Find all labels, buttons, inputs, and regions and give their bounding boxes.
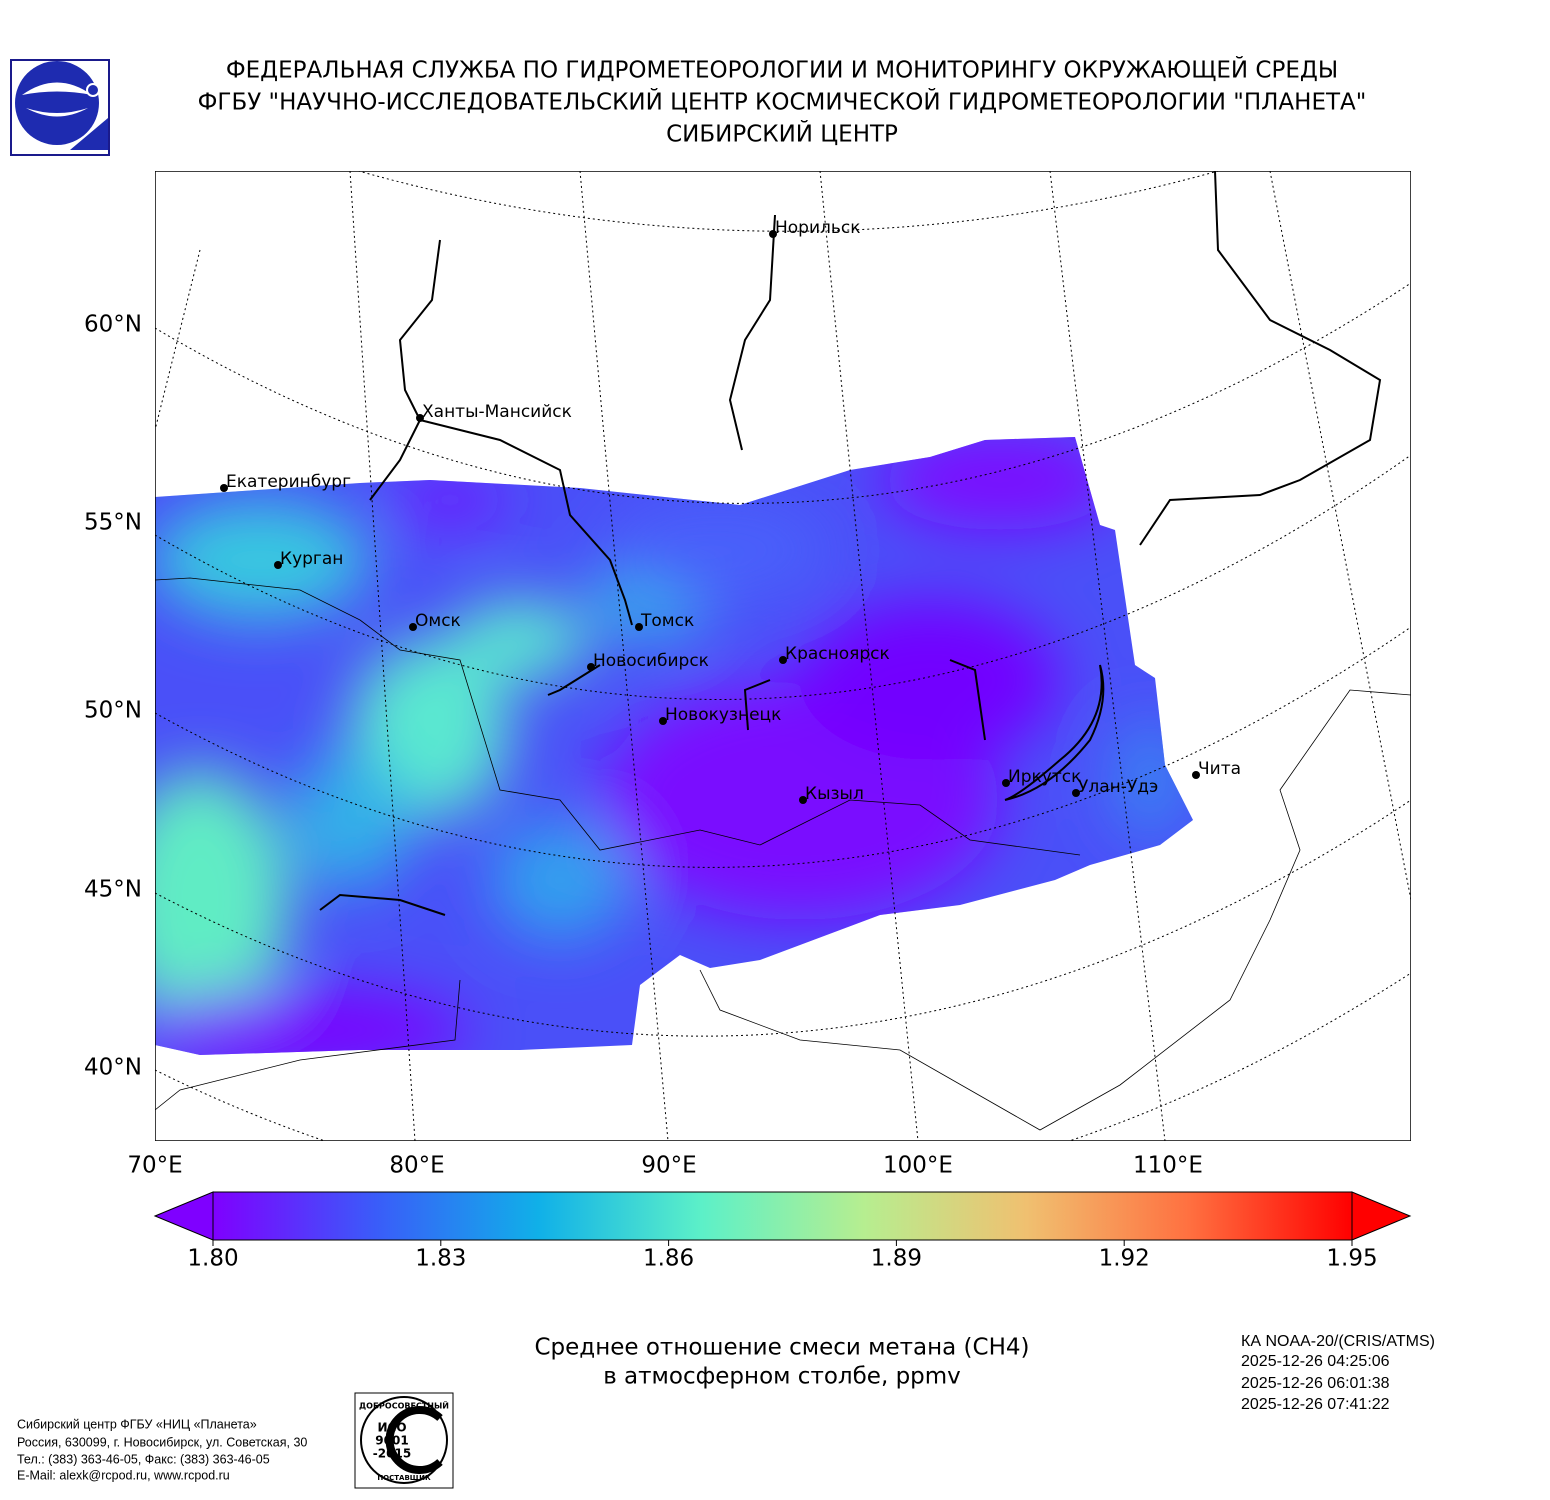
city-label: Улан-Удэ — [1078, 777, 1158, 797]
city-dot — [220, 484, 228, 492]
iso-line: -2015 — [373, 1447, 411, 1461]
lat-label: 55°N — [84, 510, 142, 536]
colorbar-tick-label: 1.92 — [1099, 1246, 1150, 1272]
borders — [155, 577, 1411, 1131]
logo — [10, 59, 110, 156]
satellite-line: 2025-12-26 06:01:38 — [1241, 1375, 1390, 1392]
satellite-line: 2025-12-26 07:41:22 — [1241, 1396, 1390, 1413]
city-dot — [799, 796, 807, 804]
lat-label: 60°N — [84, 312, 142, 338]
city-label: Красноярск — [785, 644, 890, 664]
coastlines — [319, 171, 1382, 916]
lon-label: 80°E — [389, 1153, 444, 1179]
lon-label: 70°E — [127, 1153, 182, 1179]
satellite-line: КА NOAA-20/(CRIS/ATMS) — [1241, 1333, 1435, 1350]
lon-label: 100°E — [883, 1153, 953, 1179]
city-dot — [659, 717, 667, 725]
footer-line: Россия, 630099, г. Новосибирск, ул. Сове… — [17, 1435, 307, 1449]
city-label: Норильск — [775, 218, 861, 238]
colorbar-tick-label: 1.83 — [415, 1246, 466, 1272]
iso-line: ИСО — [377, 1421, 406, 1435]
city-dot — [1002, 779, 1010, 787]
city-dot — [769, 230, 777, 238]
lon-label: 90°E — [641, 1153, 696, 1179]
colorbar — [212, 1191, 1353, 1241]
caption-line: Среднее отношение смеси метана (CH4) — [534, 1335, 1029, 1361]
city-label: Омск — [415, 611, 461, 631]
lat-label: 40°N — [84, 1055, 142, 1081]
city-label: Ханты-Мансийск — [422, 402, 572, 422]
city-dot — [409, 623, 417, 631]
colorbar-tick-label: 1.86 — [643, 1246, 694, 1272]
city-dot — [779, 656, 787, 664]
header-line: ФГБУ "НАУЧНО-ИССЛЕДОВАТЕЛЬСКИЙ ЦЕНТР КОС… — [198, 88, 1367, 116]
iso-bottom: ПОСТАВЩИК — [377, 1474, 431, 1482]
header-line: ФЕДЕРАЛЬНАЯ СЛУЖБА ПО ГИДРОМЕТЕОРОЛОГИИ … — [226, 56, 1338, 84]
header-line: СИБИРСКИЙ ЦЕНТР — [666, 120, 898, 148]
colorbar-tick-label: 1.80 — [187, 1246, 238, 1272]
city-dot — [1072, 789, 1080, 797]
iso-line: 9001 — [375, 1434, 408, 1448]
colorbar-min-extend — [153, 1191, 214, 1241]
satellite-line: 2025-12-26 04:25:06 — [1241, 1353, 1390, 1370]
caption-line: в атмосферном столбе, ppmv — [603, 1364, 961, 1390]
city-dot — [587, 663, 595, 671]
footer-line: Тел.: (383) 363-46-05, Факс: (383) 363-4… — [17, 1452, 270, 1466]
city-label: Новокузнецк — [665, 705, 781, 725]
city-label: Курган — [280, 549, 343, 569]
lon-label: 110°E — [1133, 1153, 1203, 1179]
colorbar-tick-label: 1.95 — [1326, 1246, 1377, 1272]
lat-label: 50°N — [84, 698, 142, 724]
city-dot — [1192, 771, 1200, 779]
colorbar-max-extend — [1351, 1191, 1412, 1241]
city-dot — [416, 414, 424, 422]
city-dot — [274, 561, 282, 569]
city-label: Новосибирск — [593, 651, 709, 671]
city-label: Екатеринбург — [226, 472, 351, 492]
city-label: Чита — [1198, 759, 1241, 779]
footer-line: E-Mail: alexk@rcpod.ru, www.rcpod.ru — [17, 1468, 230, 1482]
iso-logo — [354, 1392, 454, 1489]
iso-top: ДОБРОСОВЕСТНЫЙ — [359, 1400, 449, 1411]
map — [155, 171, 1411, 1141]
city-label: Томск — [640, 611, 694, 631]
methane-field — [155, 437, 1193, 1055]
colorbar-tick-label: 1.89 — [871, 1246, 922, 1272]
city-label: Кызыл — [805, 784, 864, 804]
city-label: Иркутск — [1008, 767, 1081, 787]
lat-label: 45°N — [84, 877, 142, 903]
footer-line: Сибирский центр ФГБУ «НИЦ «Планета» — [17, 1417, 257, 1431]
city-dot — [635, 623, 643, 631]
